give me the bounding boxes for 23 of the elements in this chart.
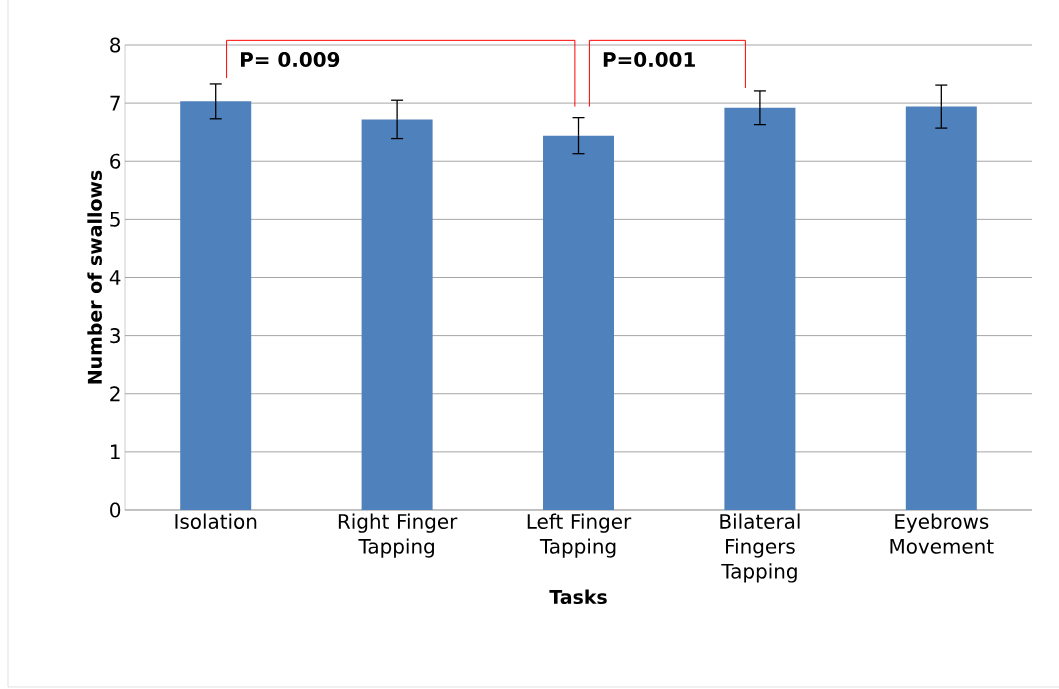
bar [905, 106, 977, 510]
x-tick-label: Eyebrows Movement [890, 513, 994, 554]
x-axis-title: Tasks [549, 589, 607, 605]
y-tick-label: 4 [109, 270, 121, 285]
bar [361, 119, 433, 510]
y-tick-label: 2 [110, 386, 120, 402]
x-tick-label: Left Finger Tapping [527, 513, 632, 558]
y-axis-title: Number of swallows [87, 170, 102, 384]
annotation: P=0.001 [603, 51, 695, 68]
bar [724, 107, 796, 510]
bar [543, 135, 615, 510]
y-tick-label: 5 [110, 211, 120, 227]
y-tick-label: 7 [110, 95, 120, 111]
y-tick-label: 8 [110, 37, 121, 53]
x-tick-label: Bilateral Fingers Tapping [720, 513, 800, 583]
annotation: P= 0.009 [241, 51, 340, 68]
y-tick-label: 6 [110, 153, 121, 169]
x-tick-label: Right Finger Tapping [338, 513, 458, 558]
y-tick-label: 0 [110, 502, 121, 518]
y-tick-label: 3 [110, 328, 120, 344]
x-tick-label: Isolation [175, 513, 257, 529]
y-tick-label: 1 [111, 444, 120, 460]
bar [180, 101, 252, 510]
